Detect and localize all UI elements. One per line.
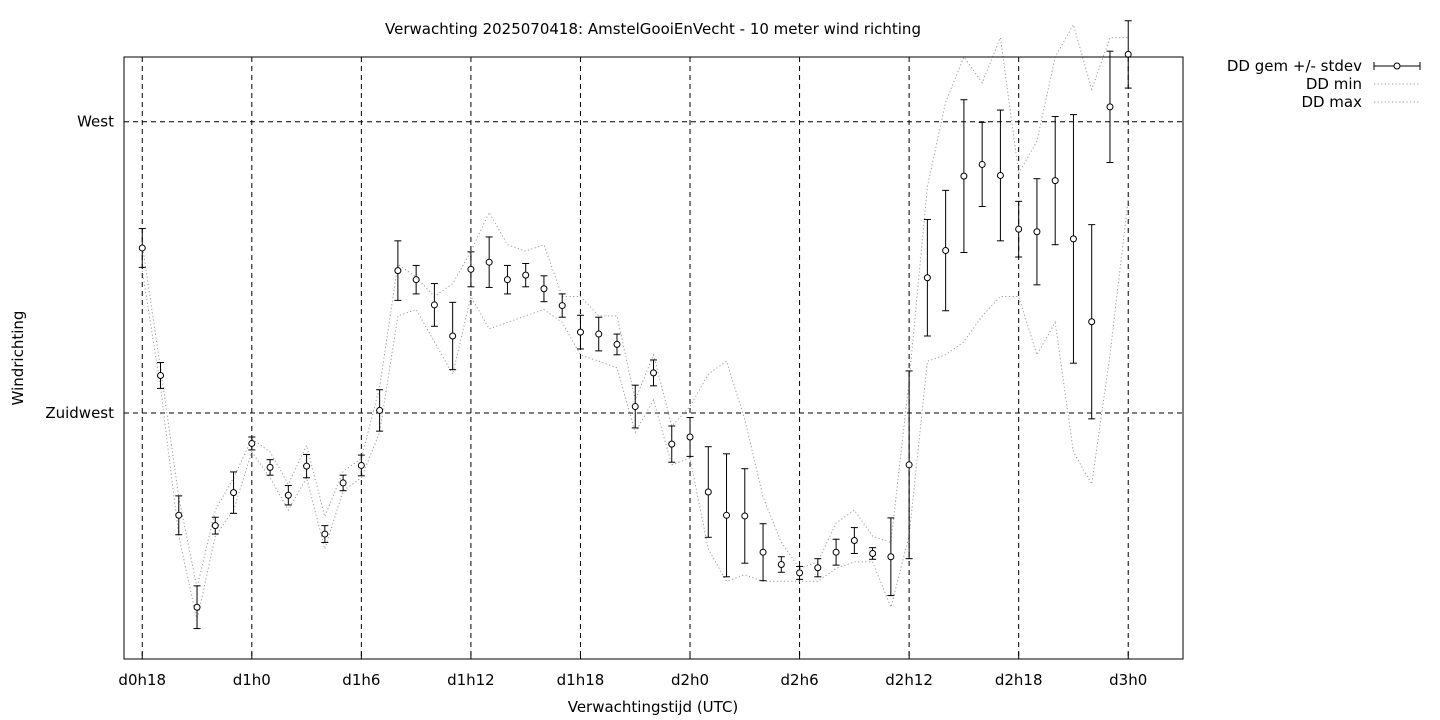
mean-point	[814, 564, 822, 572]
chart-title: Verwachting 2025070418: AmstelGooiEnVech…	[385, 20, 921, 38]
mean-point	[978, 160, 986, 168]
dd-max-series	[141, 23, 1129, 588]
x-tick-label: d2h0	[671, 671, 709, 689]
mean-point	[942, 247, 950, 255]
mean-point	[339, 479, 347, 487]
mean-point	[923, 274, 931, 282]
x-tick-label: d1h6	[342, 671, 380, 689]
mean-point	[467, 265, 475, 273]
x-tick-label: d2h6	[781, 671, 819, 689]
mean-point	[357, 461, 365, 469]
x-tick-label: d1h12	[447, 671, 495, 689]
mean-point	[832, 548, 840, 556]
dd-min-line	[141, 199, 1129, 621]
x-axis-label: Verwachtingstijd (UTC)	[568, 698, 739, 716]
mean-point	[869, 549, 877, 557]
grid	[124, 57, 1183, 659]
legend-label: DD gem +/- stdev	[1227, 57, 1362, 75]
mean-point	[412, 276, 420, 284]
mean-point	[175, 511, 183, 519]
mean-point	[905, 461, 913, 469]
mean-point	[394, 267, 402, 275]
mean-point	[1051, 177, 1059, 185]
mean-point	[759, 548, 767, 556]
mean-point	[430, 301, 438, 309]
mean-point	[996, 171, 1004, 179]
mean-point	[595, 330, 603, 338]
legend-label: DD max	[1301, 93, 1362, 111]
mean-point	[248, 439, 256, 447]
mean-point	[1015, 225, 1023, 233]
mean-point	[777, 560, 785, 568]
mean-point	[631, 403, 639, 411]
mean-point	[558, 302, 566, 310]
mean-point	[576, 328, 584, 336]
mean-point	[321, 530, 329, 538]
x-tick-label: d2h18	[995, 671, 1043, 689]
mean-point	[650, 369, 657, 377]
mean-point	[613, 340, 621, 348]
mean-point	[686, 433, 694, 441]
mean-point	[796, 569, 804, 577]
y-axis-label: Windrichting	[9, 311, 27, 406]
mean-point	[138, 244, 146, 252]
plot-border	[123, 56, 1184, 660]
mean-point	[266, 463, 274, 471]
x-tick-label: d0h18	[118, 671, 166, 689]
mean-point	[157, 371, 165, 379]
mean-point	[503, 276, 511, 284]
mean-point	[887, 553, 895, 561]
dd-mean-series	[138, 20, 1132, 630]
mean-point	[449, 332, 457, 340]
y-tick-label: West	[77, 113, 114, 131]
mean-point	[1069, 235, 1077, 243]
x-tick-label: d1h18	[557, 671, 605, 689]
legend-label: DD min	[1306, 75, 1362, 93]
mean-point	[284, 491, 292, 499]
x-tick-labels: d0h18 d1h0 d1h6 d1h12 d1h18 d2h0 d2h6 d2h12 d2h1…	[118, 671, 1147, 689]
mean-point	[850, 537, 858, 545]
mean-point	[723, 511, 731, 519]
mean-point	[1033, 228, 1041, 236]
mean-point	[704, 488, 712, 496]
mean-point	[303, 462, 311, 470]
mean-point	[1088, 318, 1096, 326]
mean-point	[193, 603, 201, 611]
mean-point	[668, 440, 676, 448]
mean-point	[485, 258, 493, 266]
mean-point	[1106, 103, 1114, 111]
x-tick-label: d1h0	[233, 671, 271, 689]
mean-point	[522, 271, 530, 279]
y-tick-label: Zuidwest	[45, 404, 114, 422]
mean-point	[211, 522, 219, 530]
dd-max-line	[141, 23, 1129, 588]
mean-point	[741, 512, 749, 520]
legend-point	[1393, 62, 1401, 70]
mean-point	[960, 172, 968, 180]
x-tick-label: d3h0	[1109, 671, 1147, 689]
dd-min-series	[141, 199, 1129, 621]
mean-point	[376, 406, 384, 414]
mean-point	[230, 489, 238, 497]
y-tick-labels: Zuidwest West	[45, 113, 114, 422]
x-tick-label: d2h12	[885, 671, 933, 689]
mean-point	[540, 285, 548, 293]
